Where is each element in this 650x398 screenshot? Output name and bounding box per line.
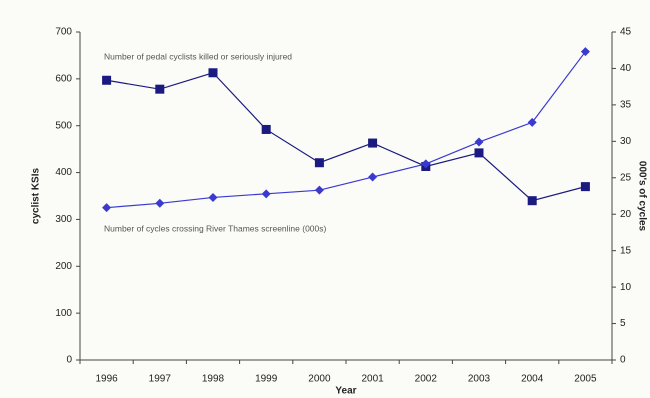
point <box>314 158 324 168</box>
point <box>261 189 271 199</box>
point <box>421 159 431 169</box>
point <box>208 192 218 202</box>
y-tick-label: 600 <box>55 73 72 84</box>
x-tick-label: 1998 <box>202 374 225 385</box>
y2-tick-label: 30 <box>620 136 632 147</box>
x-tick-label: 2000 <box>308 374 331 385</box>
point <box>527 117 537 127</box>
y-tick-label: 200 <box>55 261 72 272</box>
y2-axis-label: 000's of cycles <box>636 161 647 232</box>
x-tick-label: 2003 <box>468 374 491 385</box>
point <box>261 124 271 134</box>
series-line <box>106 72 586 202</box>
x-tick-label: 2004 <box>521 374 544 385</box>
x-tick-label: 2002 <box>415 374 438 385</box>
point <box>155 198 165 208</box>
point <box>474 137 484 147</box>
y2-tick-label: 0 <box>620 355 626 366</box>
series-line <box>106 51 586 209</box>
y2-tick-label: 25 <box>620 172 632 183</box>
x-tick-label: 1999 <box>255 374 278 385</box>
point <box>474 148 484 158</box>
point <box>527 196 537 206</box>
y2-tick-label: 45 <box>620 27 632 38</box>
x-tick-label: 1996 <box>95 374 118 385</box>
point <box>102 203 112 213</box>
point <box>155 84 165 94</box>
y2-tick-label: 5 <box>620 318 626 329</box>
x-tick-label: 2001 <box>361 374 384 385</box>
y-tick-label: 500 <box>55 120 72 131</box>
y-axis-label: cyclist KSIs <box>31 167 42 224</box>
y-tick-label: 300 <box>55 214 72 225</box>
point <box>102 75 112 85</box>
annotation: Number of cycles crossing River Thames s… <box>104 223 327 233</box>
x-tick-label: 2005 <box>574 374 597 385</box>
point <box>368 138 378 148</box>
y-tick-label: 0 <box>66 355 72 366</box>
y2-tick-label: 10 <box>620 282 632 293</box>
point <box>580 182 590 192</box>
point <box>580 47 590 57</box>
y-tick-label: 700 <box>55 27 72 38</box>
y-tick-label: 400 <box>55 167 72 178</box>
point <box>314 185 324 195</box>
annotation: Number of pedal cyclists killed or serio… <box>104 51 292 61</box>
point <box>208 68 218 78</box>
y-tick-label: 100 <box>55 308 72 319</box>
y2-tick-label: 35 <box>620 100 632 111</box>
x-tick-label: 1997 <box>149 374 172 385</box>
point <box>368 172 378 182</box>
y2-tick-label: 20 <box>620 209 632 220</box>
y2-tick-label: 15 <box>620 245 632 256</box>
y2-tick-label: 40 <box>620 63 632 74</box>
x-axis-label: Year <box>335 386 356 397</box>
